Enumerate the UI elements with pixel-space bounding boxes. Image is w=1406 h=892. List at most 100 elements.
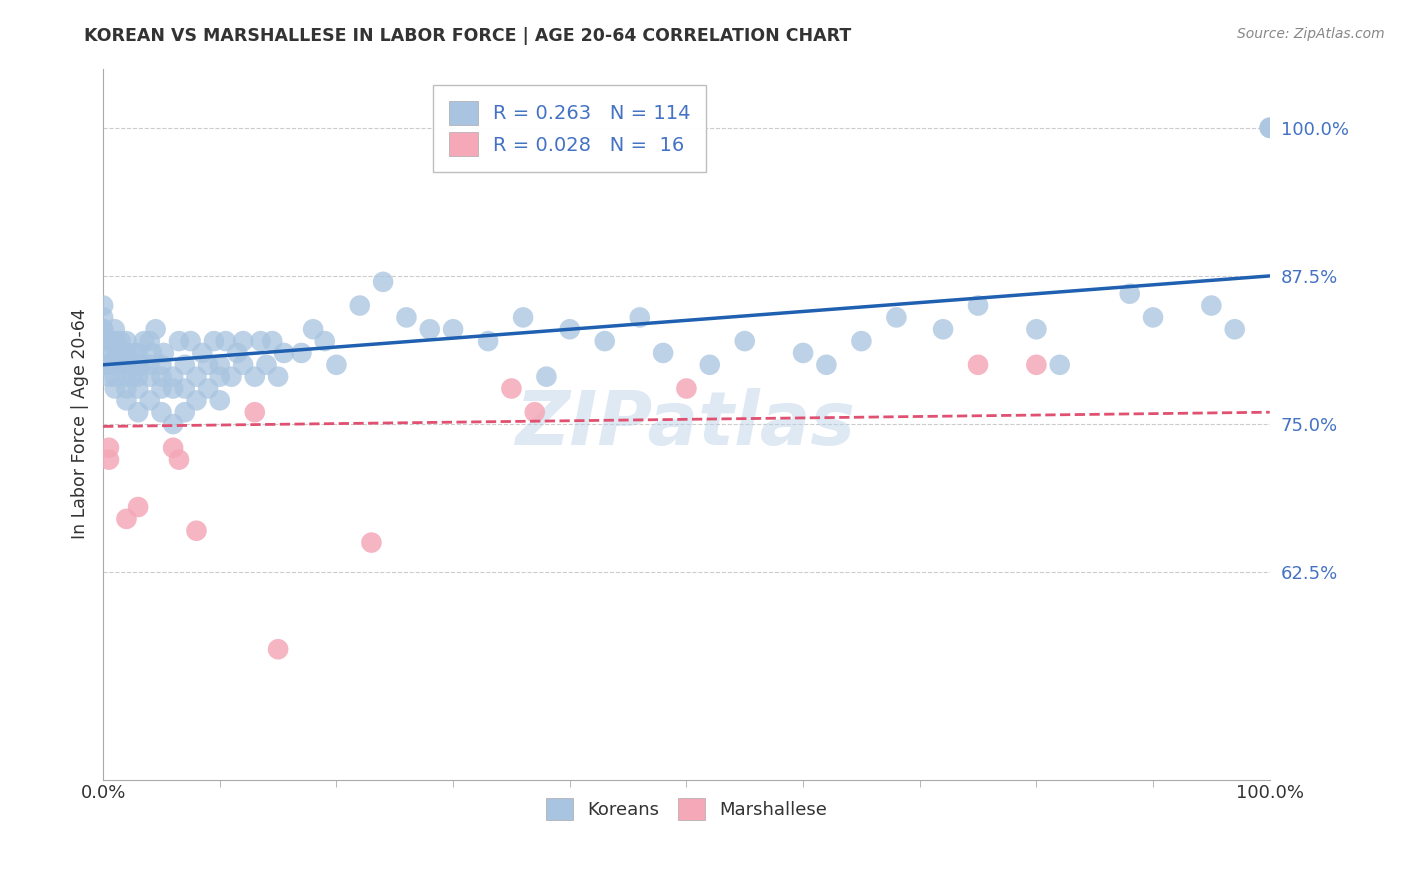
Point	[167, 452, 190, 467]
Point	[127, 405, 149, 419]
Point	[124, 346, 146, 360]
Point	[395, 310, 418, 325]
Point	[180, 334, 202, 348]
Point	[104, 369, 127, 384]
Point	[186, 524, 208, 538]
Point	[150, 369, 173, 384]
Point	[100, 334, 122, 348]
Point	[243, 369, 266, 384]
Point	[191, 346, 214, 360]
Point	[419, 322, 441, 336]
Point	[110, 334, 132, 348]
Point	[115, 382, 138, 396]
Point	[173, 358, 195, 372]
Point	[104, 334, 127, 348]
Point	[232, 358, 254, 372]
Point	[932, 322, 955, 336]
Point	[536, 369, 558, 384]
Point	[101, 334, 124, 348]
Point	[104, 346, 127, 360]
Point	[221, 369, 243, 384]
Point	[273, 346, 295, 360]
Point	[226, 346, 249, 360]
Point	[91, 310, 114, 325]
Point	[91, 322, 114, 336]
Point	[441, 322, 464, 336]
Point	[139, 334, 162, 348]
Point	[173, 405, 195, 419]
Point	[967, 299, 990, 313]
Point	[1223, 322, 1246, 336]
Point	[558, 322, 581, 336]
Text: ZIPatlas: ZIPatlas	[516, 387, 856, 460]
Point	[107, 346, 129, 360]
Point	[115, 334, 138, 348]
Point	[886, 310, 908, 325]
Point	[162, 369, 184, 384]
Point	[91, 299, 114, 313]
Point	[167, 334, 190, 348]
Text: Source: ZipAtlas.com: Source: ZipAtlas.com	[1237, 27, 1385, 41]
Point	[162, 417, 184, 431]
Legend: Koreans, Marshallese: Koreans, Marshallese	[531, 784, 841, 835]
Point	[792, 346, 814, 360]
Point	[512, 310, 534, 325]
Text: KOREAN VS MARSHALLESE IN LABOR FORCE | AGE 20-64 CORRELATION CHART: KOREAN VS MARSHALLESE IN LABOR FORCE | A…	[84, 27, 852, 45]
Point	[97, 441, 120, 455]
Point	[121, 369, 143, 384]
Point	[127, 369, 149, 384]
Point	[325, 358, 347, 372]
Point	[197, 382, 219, 396]
Point	[249, 334, 271, 348]
Point	[477, 334, 499, 348]
Point	[302, 322, 325, 336]
Point	[141, 346, 163, 360]
Point	[267, 642, 290, 657]
Point	[1025, 322, 1047, 336]
Point	[186, 369, 208, 384]
Point	[91, 322, 114, 336]
Point	[115, 346, 138, 360]
Point	[501, 382, 523, 396]
Point	[1142, 310, 1164, 325]
Point	[349, 299, 371, 313]
Point	[115, 369, 138, 384]
Point	[267, 369, 290, 384]
Point	[523, 405, 546, 419]
Point	[699, 358, 721, 372]
Point	[132, 334, 155, 348]
Point	[652, 346, 675, 360]
Point	[243, 405, 266, 419]
Point	[371, 275, 394, 289]
Point	[967, 358, 990, 372]
Point	[628, 310, 651, 325]
Point	[186, 393, 208, 408]
Point	[1049, 358, 1071, 372]
Point	[1025, 358, 1047, 372]
Point	[162, 441, 184, 455]
Point	[127, 358, 149, 372]
Point	[104, 322, 127, 336]
Point	[150, 358, 173, 372]
Point	[208, 393, 231, 408]
Point	[734, 334, 756, 348]
Point	[104, 382, 127, 396]
Point	[208, 358, 231, 372]
Point	[851, 334, 873, 348]
Point	[127, 346, 149, 360]
Point	[162, 382, 184, 396]
Point	[127, 382, 149, 396]
Point	[262, 334, 284, 348]
Point	[1118, 286, 1140, 301]
Point	[145, 322, 167, 336]
Point	[173, 382, 195, 396]
Point	[314, 334, 336, 348]
Point	[127, 500, 149, 514]
Point	[1258, 120, 1281, 135]
Point	[97, 369, 120, 384]
Point	[139, 358, 162, 372]
Point	[100, 346, 122, 360]
Point	[214, 334, 236, 348]
Point	[121, 358, 143, 372]
Point	[1201, 299, 1223, 313]
